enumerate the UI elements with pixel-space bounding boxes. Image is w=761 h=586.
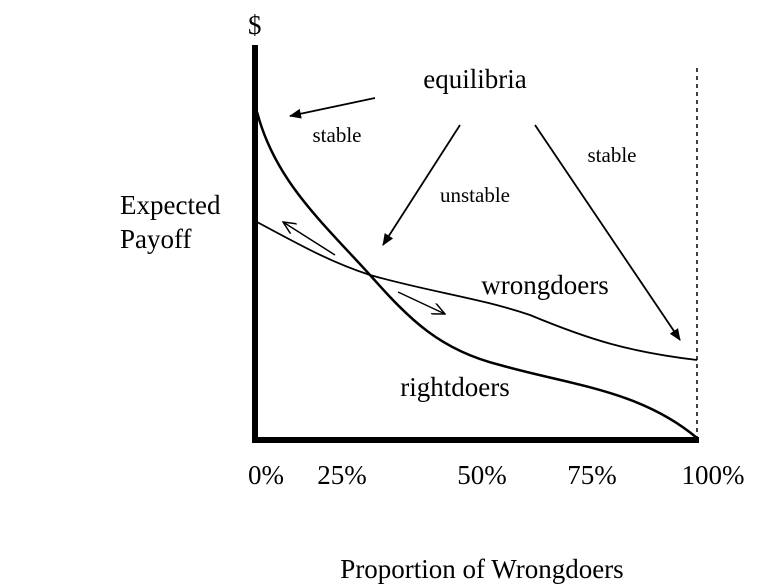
x-label: Proportion of Wrongdoers (340, 554, 623, 584)
curve-label: wrongdoers (481, 270, 608, 300)
arrow (289, 97, 376, 119)
y-label: Payoff (120, 224, 192, 254)
arrow (382, 124, 461, 246)
annotation: stable (588, 143, 637, 167)
wrongdoers-curve (256, 221, 698, 361)
annotation: unstable (440, 183, 510, 207)
y-symbol: $ (248, 10, 262, 40)
y-label: Expected (120, 190, 221, 220)
x-tick-label: 25% (317, 460, 367, 490)
arrow (397, 291, 445, 314)
x-tick-label: 75% (567, 460, 617, 490)
x-tick-label: 50% (457, 460, 507, 490)
arrow (283, 222, 336, 256)
curve-label: rightdoers (400, 372, 509, 402)
annotation: stable (313, 123, 362, 147)
arrow (534, 124, 681, 341)
x-tick-label: 100% (682, 460, 745, 490)
x-tick-label: 0% (248, 460, 284, 490)
rightdoers-curve (255, 111, 698, 439)
annotation: equilibria (423, 64, 526, 94)
